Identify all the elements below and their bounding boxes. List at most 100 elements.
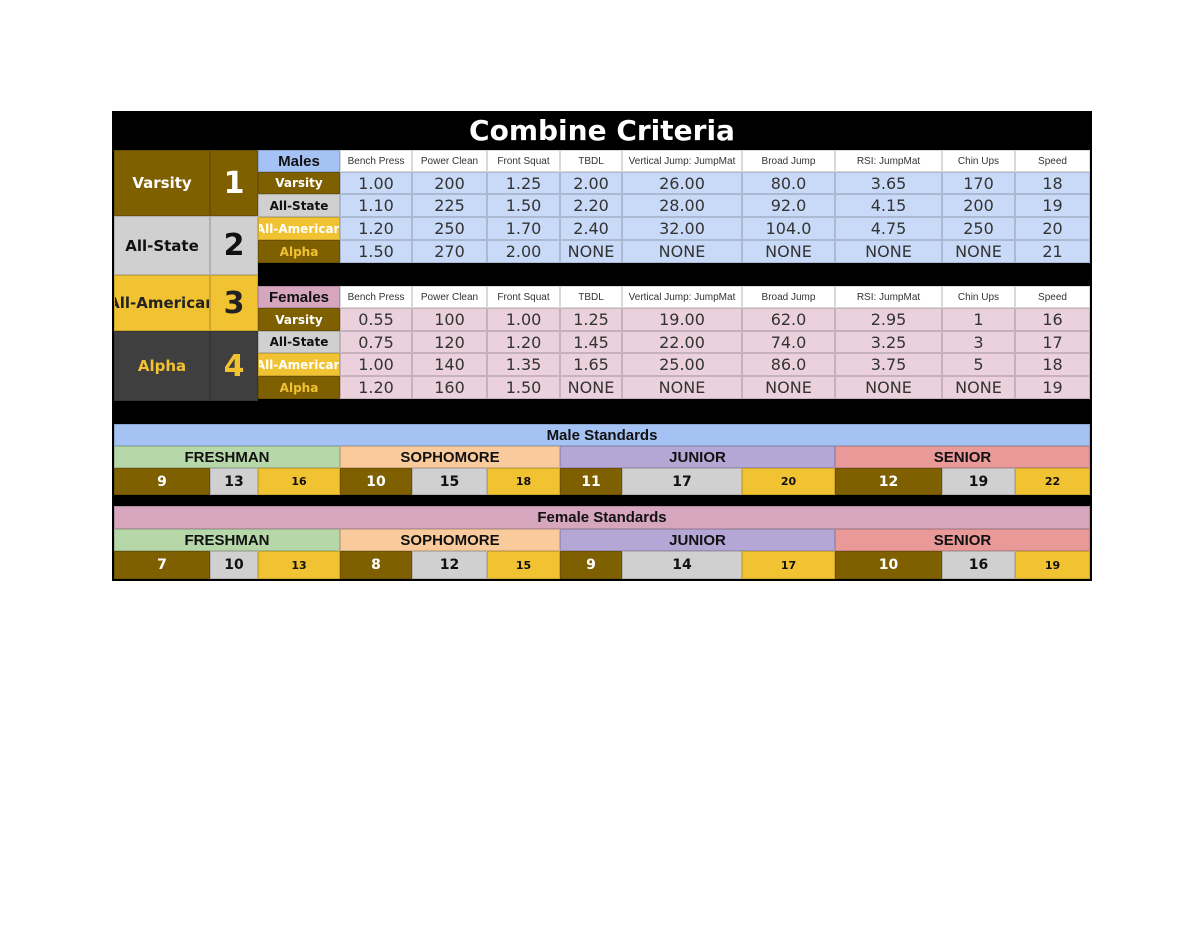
level-name: All-American xyxy=(114,275,210,331)
value-cell: 250 xyxy=(412,217,487,240)
value-cell: 225 xyxy=(412,194,487,217)
column-header: RSI: JumpMat xyxy=(835,150,942,172)
value-cell: NONE xyxy=(835,240,942,263)
standard-value: 18 xyxy=(487,468,560,495)
section-label: Females xyxy=(258,286,340,308)
grade-label: SOPHOMORE xyxy=(340,446,560,468)
value-cell: 1.50 xyxy=(487,376,560,399)
value-cell: 2.40 xyxy=(560,217,622,240)
column-header: Speed xyxy=(1015,150,1090,172)
value-cell: NONE xyxy=(560,376,622,399)
standard-value: 16 xyxy=(258,468,340,495)
column-header: Power Clean xyxy=(412,150,487,172)
value-cell: 120 xyxy=(412,331,487,353)
standard-value: 7 xyxy=(114,551,210,579)
standard-value: 19 xyxy=(1015,551,1090,579)
value-cell: 62.0 xyxy=(742,308,835,331)
value-cell: 21 xyxy=(1015,240,1090,263)
value-cell: 4.75 xyxy=(835,217,942,240)
value-cell: NONE xyxy=(560,240,622,263)
value-cell: 1.45 xyxy=(560,331,622,353)
value-cell: 1.00 xyxy=(340,353,412,376)
column-header: Bench Press xyxy=(340,286,412,308)
value-cell: 170 xyxy=(942,172,1015,194)
value-cell: 28.00 xyxy=(622,194,742,217)
value-cell: 1.50 xyxy=(487,194,560,217)
row-level: Varsity xyxy=(258,308,340,331)
value-cell: 18 xyxy=(1015,172,1090,194)
column-header: Front Squat xyxy=(487,150,560,172)
value-cell: 200 xyxy=(942,194,1015,217)
standard-value: 22 xyxy=(1015,468,1090,495)
standard-value: 14 xyxy=(622,551,742,579)
value-cell: NONE xyxy=(622,376,742,399)
standard-value: 16 xyxy=(942,551,1015,579)
standard-value: 13 xyxy=(258,551,340,579)
value-cell: NONE xyxy=(742,240,835,263)
value-cell: 0.55 xyxy=(340,308,412,331)
standard-value: 19 xyxy=(942,468,1015,495)
value-cell: 1.20 xyxy=(340,376,412,399)
grade-label: SENIOR xyxy=(835,529,1090,551)
value-cell: NONE xyxy=(942,240,1015,263)
value-cell: 26.00 xyxy=(622,172,742,194)
value-cell: 3.75 xyxy=(835,353,942,376)
row-level: Alpha xyxy=(258,376,340,399)
grade-label: JUNIOR xyxy=(560,446,835,468)
standard-value: 15 xyxy=(412,468,487,495)
value-cell: 3 xyxy=(942,331,1015,353)
column-header: Bench Press xyxy=(340,150,412,172)
grade-label: SOPHOMORE xyxy=(340,529,560,551)
value-cell: 16 xyxy=(1015,308,1090,331)
value-cell: NONE xyxy=(622,240,742,263)
standard-value: 11 xyxy=(560,468,622,495)
value-cell: 1.35 xyxy=(487,353,560,376)
value-cell: 270 xyxy=(412,240,487,263)
value-cell: 1.20 xyxy=(487,331,560,353)
value-cell: 5 xyxy=(942,353,1015,376)
section-label: Males xyxy=(258,150,340,172)
level-number: 3 xyxy=(210,275,258,331)
value-cell: 200 xyxy=(412,172,487,194)
standard-value: 12 xyxy=(412,551,487,579)
standard-value: 9 xyxy=(114,468,210,495)
level-number: 1 xyxy=(210,150,258,216)
row-level: All-American xyxy=(258,353,340,376)
value-cell: 1.00 xyxy=(487,308,560,331)
value-cell: 92.0 xyxy=(742,194,835,217)
value-cell: 1.50 xyxy=(340,240,412,263)
value-cell: 1.70 xyxy=(487,217,560,240)
standards-title: Male Standards xyxy=(114,424,1090,446)
column-header: TBDL xyxy=(560,150,622,172)
standards-title: Female Standards xyxy=(114,506,1090,529)
standard-value: 20 xyxy=(742,468,835,495)
value-cell: 1.65 xyxy=(560,353,622,376)
value-cell: 18 xyxy=(1015,353,1090,376)
value-cell: 1.00 xyxy=(340,172,412,194)
value-cell: 140 xyxy=(412,353,487,376)
column-header: Chin Ups xyxy=(942,286,1015,308)
standard-value: 10 xyxy=(835,551,942,579)
standard-value: 12 xyxy=(835,468,942,495)
value-cell: 0.75 xyxy=(340,331,412,353)
value-cell: 3.65 xyxy=(835,172,942,194)
level-number: 2 xyxy=(210,216,258,275)
standard-value: 15 xyxy=(487,551,560,579)
value-cell: 86.0 xyxy=(742,353,835,376)
value-cell: 100 xyxy=(412,308,487,331)
value-cell: 22.00 xyxy=(622,331,742,353)
value-cell: 1.10 xyxy=(340,194,412,217)
value-cell: 2.00 xyxy=(487,240,560,263)
value-cell: 19 xyxy=(1015,376,1090,399)
row-level: All-State xyxy=(258,194,340,217)
grade-label: FRESHMAN xyxy=(114,529,340,551)
level-number: 4 xyxy=(210,331,258,401)
value-cell: 104.0 xyxy=(742,217,835,240)
value-cell: 160 xyxy=(412,376,487,399)
column-header: Power Clean xyxy=(412,286,487,308)
value-cell: 25.00 xyxy=(622,353,742,376)
value-cell: 1.25 xyxy=(487,172,560,194)
grade-label: FRESHMAN xyxy=(114,446,340,468)
row-level: All-American xyxy=(258,217,340,240)
column-header: Broad Jump xyxy=(742,150,835,172)
